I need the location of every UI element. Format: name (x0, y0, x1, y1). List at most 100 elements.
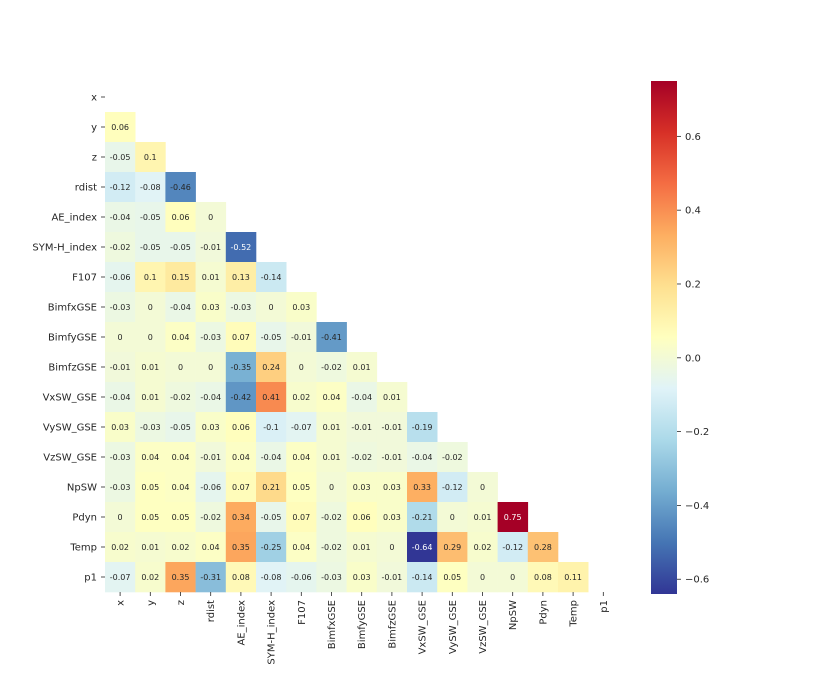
heatmap-cell (105, 292, 136, 323)
heatmap-cell (467, 502, 498, 533)
x-tick-label: p1 (599, 600, 610, 613)
cell-value-label: 0.03 (111, 423, 129, 432)
cell-value-label: 0.03 (202, 303, 220, 312)
heatmap-cell (135, 442, 166, 473)
heatmap-cell (225, 562, 257, 593)
cell-value-label: 0 (208, 213, 213, 222)
heatmap-cell (165, 442, 196, 473)
heatmap-cell (135, 292, 166, 323)
y-tick-label: BimfzGSE (48, 363, 97, 374)
heatmap-cell (497, 502, 529, 533)
heatmap-cell (195, 232, 227, 263)
cell-value-label: -0.02 (351, 453, 372, 462)
heatmap-cell (105, 172, 136, 203)
heatmap-cell (497, 532, 529, 563)
cell-value-label: -0.02 (321, 543, 342, 552)
heatmap-cell (346, 412, 378, 443)
cell-value-label: -0.01 (382, 423, 403, 432)
heatmap-cell (105, 472, 136, 503)
cell-value-label: 0.03 (383, 483, 401, 492)
heatmap-cell (467, 472, 498, 503)
heatmap-cell (286, 292, 317, 323)
cell-value-label: 0.01 (383, 393, 401, 402)
cell-value-label: 0.1 (144, 273, 157, 282)
cell-value-label: 0 (329, 483, 334, 492)
heatmap-cell (407, 562, 438, 593)
cell-value-label: 0.04 (141, 453, 159, 462)
heatmap-cell (316, 382, 347, 413)
cell-value-label: 0.04 (323, 393, 341, 402)
cell-value-label: 0.07 (232, 483, 250, 492)
cell-value-label: 0.11 (564, 573, 582, 582)
heatmap-cell (286, 322, 317, 353)
heatmap-cell (195, 202, 227, 233)
heatmap-cell (105, 502, 136, 533)
heatmap-cell (105, 532, 136, 563)
heatmap-cell (105, 202, 136, 233)
cell-value-label: 0.01 (323, 423, 341, 432)
heatmap-cell (225, 352, 257, 383)
heatmap-cell (105, 382, 136, 413)
heatmap-cell (256, 352, 287, 383)
cell-value-label: -0.35 (231, 363, 252, 372)
heatmap-cell (256, 562, 287, 593)
heatmap-cell (407, 472, 438, 503)
heatmap-cell (316, 352, 347, 383)
heatmap-cell (135, 352, 166, 383)
cell-value-label: -0.03 (231, 303, 252, 312)
cell-value-label: 0.08 (232, 573, 250, 582)
y-tick-label: p1 (84, 573, 97, 584)
cell-value-label: -0.64 (412, 543, 433, 552)
cell-value-label: 0.08 (534, 573, 552, 582)
y-tick-label: F107 (72, 273, 97, 284)
heatmap-cell (256, 412, 287, 443)
cell-value-label: 0.06 (232, 423, 250, 432)
cell-value-label: 0.28 (534, 543, 552, 552)
heatmap-cell (195, 352, 227, 383)
y-tick-label: BimfxGSE (48, 303, 97, 314)
cell-value-label: -0.05 (170, 243, 191, 252)
cell-value-label: -0.31 (200, 573, 221, 582)
colorbar-tick-label: −0.2 (685, 427, 709, 438)
cell-value-label: 0.02 (292, 393, 310, 402)
heatmap-cell (437, 442, 468, 473)
cell-value-label: 0.01 (474, 513, 492, 522)
cell-value-label: -0.25 (261, 543, 282, 552)
cell-value-label: -0.03 (140, 423, 161, 432)
cell-value-label: -0.03 (110, 453, 131, 462)
x-tick-label: VySW_GSE (448, 600, 459, 654)
heatmap-cell (105, 112, 136, 143)
heatmap-cell (497, 562, 529, 593)
cell-value-label: -0.01 (382, 573, 403, 582)
cell-value-label: 0 (178, 363, 183, 372)
cell-value-label: -0.03 (321, 573, 342, 582)
heatmap-cell (225, 232, 257, 263)
heatmap-cell (135, 262, 166, 293)
cell-value-label: -0.02 (321, 513, 342, 522)
cell-value-label: 0.05 (443, 573, 461, 582)
heatmap-cell (286, 502, 317, 533)
x-tick-labels: x y z rdist AE_index SYM-H_index F107 BimfxGSE B… (116, 592, 610, 665)
heatmap-cell (376, 442, 408, 473)
heatmap-cell (105, 412, 136, 443)
colorbar-tick-label: 0.2 (685, 279, 701, 290)
heatmap-cell (256, 382, 287, 413)
cell-value-label: -0.05 (261, 333, 282, 342)
heatmap-cell (376, 562, 408, 593)
x-tick-label: VxSW_GSE (418, 600, 429, 654)
cell-value-label: -0.04 (261, 453, 282, 462)
heatmap-cell (316, 322, 347, 353)
heatmap-cell (376, 382, 408, 413)
cell-value-label: 0.03 (353, 483, 371, 492)
heatmap-cell (316, 412, 347, 443)
heatmap-cell (256, 502, 287, 533)
cell-value-label: -0.04 (110, 213, 131, 222)
cell-value-label: -0.05 (170, 423, 191, 432)
y-tick-label: Pdyn (72, 513, 97, 524)
heatmap-cell (467, 532, 498, 563)
cell-value-label: -0.04 (200, 393, 221, 402)
cell-value-label: -0.41 (321, 333, 342, 342)
y-tick-label: BimfyGSE (48, 333, 97, 344)
cell-value-label: 0 (299, 363, 304, 372)
